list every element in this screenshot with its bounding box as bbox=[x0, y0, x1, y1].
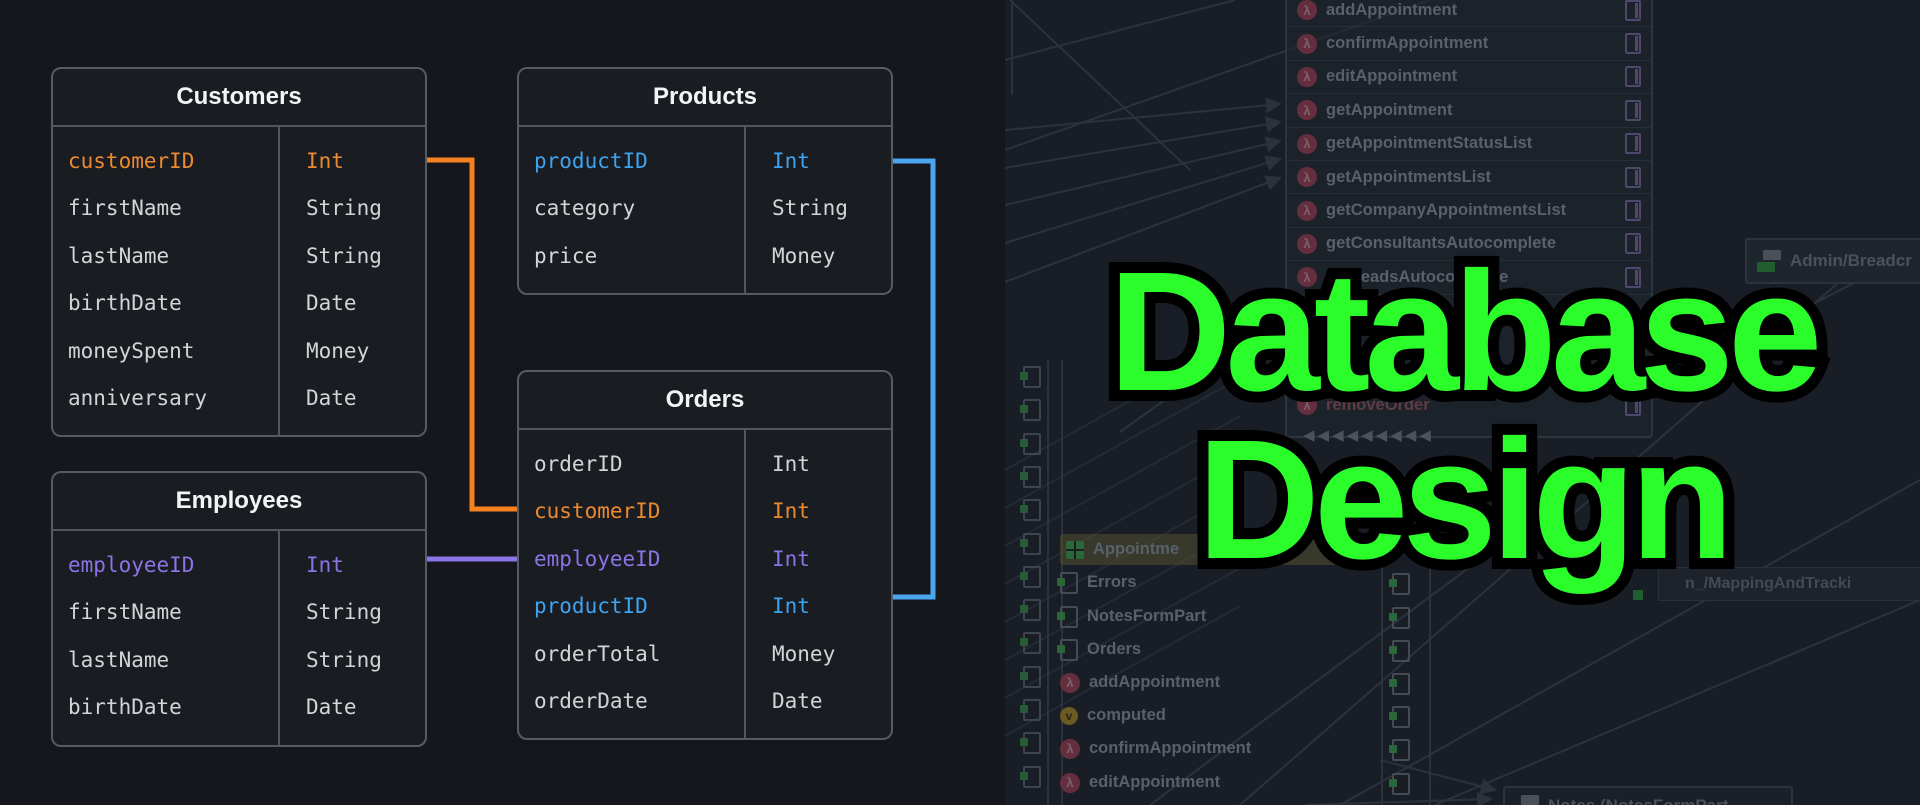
dim-overlay bbox=[1005, 0, 1920, 805]
field-name: lastName bbox=[68, 243, 170, 268]
erd-table-orders[interactable]: Orders orderID Int customerID Int employ… bbox=[517, 370, 893, 741]
erd-table-products[interactable]: Products productID Int category String p… bbox=[517, 67, 893, 296]
field-name: lastName bbox=[68, 647, 170, 672]
field-type: Int bbox=[772, 149, 810, 173]
table-fields: customerID Int firstName String lastName… bbox=[53, 125, 425, 436]
field-name: birthDate bbox=[68, 695, 182, 720]
erd-table-employees[interactable]: Employees employeeID Int firstName Strin… bbox=[51, 471, 427, 747]
field-name: employeeID bbox=[534, 546, 661, 571]
field-name: anniversary bbox=[68, 385, 208, 410]
field-name: orderID bbox=[534, 452, 623, 476]
table-title: Employees bbox=[53, 473, 425, 531]
field-name: productID bbox=[534, 149, 648, 173]
field-name: moneySpent bbox=[68, 338, 195, 363]
field-name: category bbox=[534, 196, 636, 221]
background-diagram: λ addAppointment λ confirmAppointment λ … bbox=[1005, 0, 1920, 805]
field-type: Money bbox=[772, 641, 836, 666]
table-title: Orders bbox=[519, 372, 891, 430]
field-name: firstName bbox=[68, 600, 182, 625]
field-name: productID bbox=[534, 594, 648, 619]
field-type: Int bbox=[772, 594, 810, 619]
field-name: customerID bbox=[68, 149, 195, 173]
field-type: String bbox=[306, 647, 382, 672]
field-type: String bbox=[306, 600, 382, 625]
field-type: Int bbox=[772, 499, 810, 524]
title-line-1: Database bbox=[1098, 236, 1834, 428]
table-title: Customers bbox=[53, 69, 425, 127]
field-type: Date bbox=[306, 695, 357, 720]
title-line-2: Design bbox=[1186, 404, 1745, 596]
field-type: Int bbox=[772, 546, 810, 571]
field-name: orderTotal bbox=[534, 641, 661, 666]
field-type: Int bbox=[306, 553, 344, 577]
erd-table-customers[interactable]: Customers customerID Int firstName Strin… bbox=[51, 67, 427, 438]
field-type: String bbox=[772, 196, 848, 221]
field-type: Date bbox=[306, 385, 357, 410]
field-name: customerID bbox=[534, 499, 661, 524]
field-type: String bbox=[306, 196, 382, 221]
field-type: Money bbox=[306, 338, 370, 363]
table-fields: orderID Int customerID Int employeeID In… bbox=[519, 428, 891, 739]
field-type: Date bbox=[772, 688, 823, 713]
relation-products-orders bbox=[893, 158, 936, 600]
table-fields: productID Int category String price Mone… bbox=[519, 125, 891, 294]
field-name: firstName bbox=[68, 196, 182, 221]
relation-customers-orders bbox=[427, 157, 517, 512]
field-name: birthDate bbox=[68, 291, 182, 316]
table-fields: employeeID Int firstName String lastName… bbox=[53, 530, 425, 745]
field-type: Int bbox=[772, 452, 810, 476]
field-type: String bbox=[306, 243, 382, 268]
field-type: Money bbox=[772, 243, 836, 268]
field-name: price bbox=[534, 243, 598, 268]
field-name: employeeID bbox=[68, 553, 195, 577]
field-name: orderDate bbox=[534, 688, 648, 713]
table-title: Products bbox=[519, 69, 891, 127]
field-type: Date bbox=[306, 291, 357, 316]
page-title: Database Design bbox=[1005, 236, 1920, 597]
field-type: Int bbox=[306, 149, 344, 173]
